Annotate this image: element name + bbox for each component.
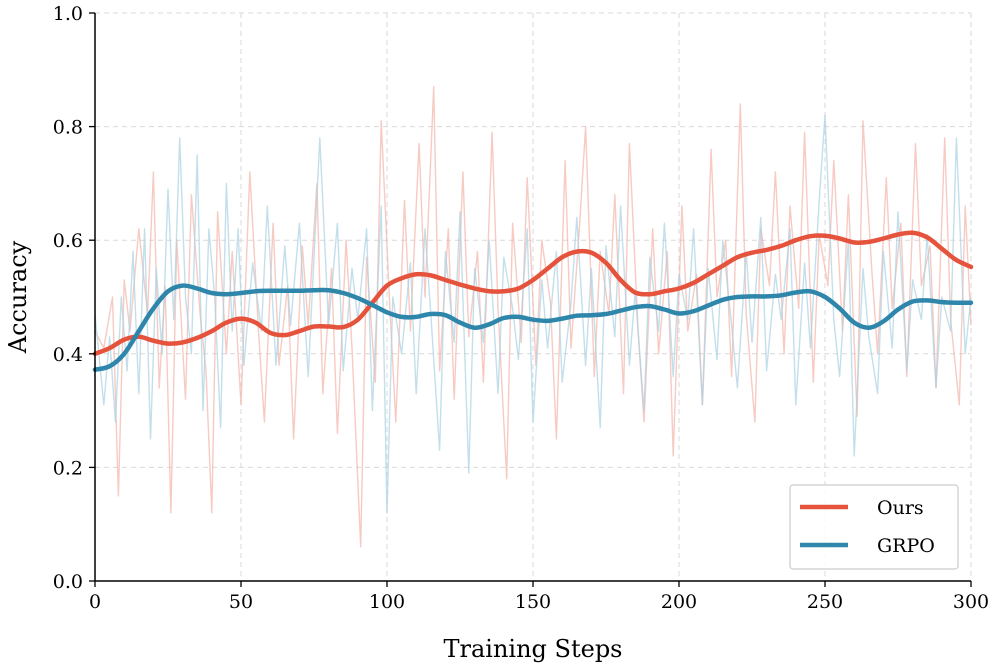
x-tick-label: 300 <box>953 591 989 613</box>
raw-line-grpo <box>94 114 972 514</box>
x-ticks: 0 50 100 150 200 250 300 <box>89 581 989 613</box>
smoothed-line-ours <box>92 230 974 357</box>
x-tick-label: 50 <box>229 591 253 613</box>
x-tick-label: 0 <box>89 591 101 613</box>
smoothed-line-grpo <box>92 283 974 372</box>
x-tick-label: 200 <box>661 591 697 613</box>
legend: Ours GRPO <box>789 484 959 570</box>
y-tick-label: 0.2 <box>53 457 83 479</box>
x-tick-label: 100 <box>369 591 405 613</box>
x-axis-title: Training Steps <box>443 635 622 663</box>
x-tick-label: 150 <box>515 591 551 613</box>
smoothed-series-lines <box>92 230 974 372</box>
y-tick-label: 1.0 <box>53 3 83 25</box>
y-axis-title: Accuracy <box>4 240 32 354</box>
y-tick-label: 0.6 <box>53 230 83 252</box>
y-tick-label: 0.0 <box>53 571 83 593</box>
legend-label-grpo: GRPO <box>877 535 935 557</box>
raw-series-lines <box>94 86 972 548</box>
raw-line-ours <box>94 86 972 548</box>
legend-label-ours: Ours <box>877 497 924 519</box>
y-tick-label: 0.8 <box>53 117 83 139</box>
y-ticks: 0.0 0.2 0.4 0.6 0.8 1.0 <box>53 3 95 593</box>
x-tick-label: 250 <box>807 591 843 613</box>
y-tick-label: 0.4 <box>53 344 83 366</box>
